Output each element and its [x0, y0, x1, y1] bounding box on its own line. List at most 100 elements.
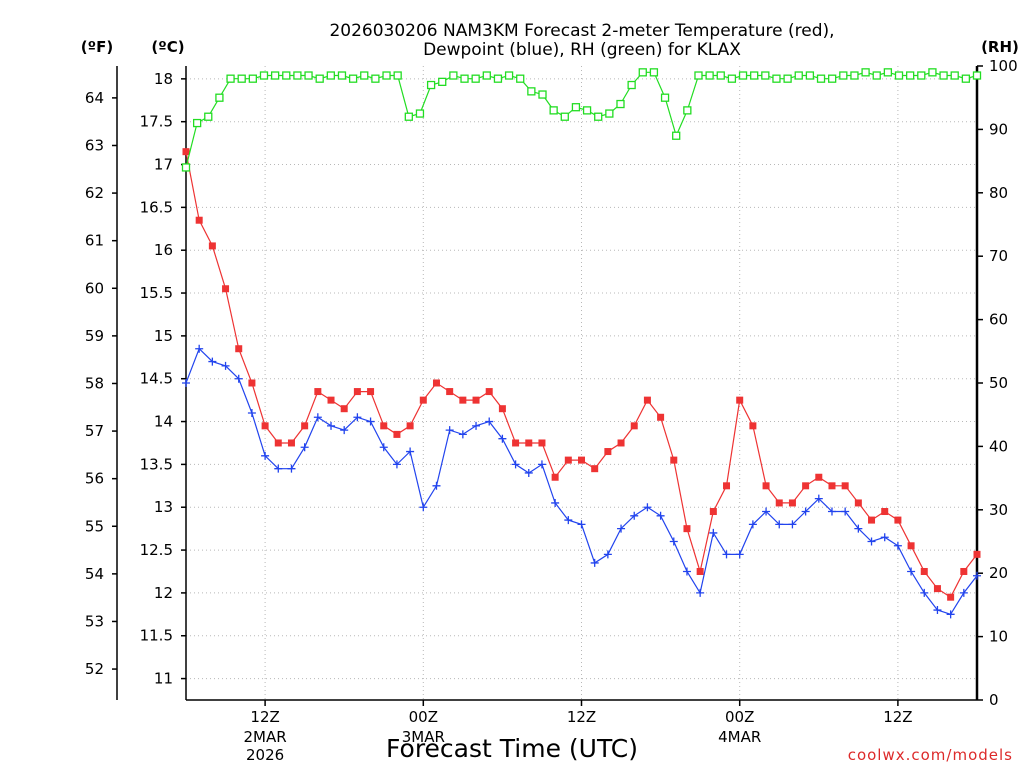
temperature-point	[683, 525, 691, 533]
temperature-point	[591, 465, 599, 473]
rh-tick-label: 0	[989, 691, 999, 709]
temperature-point	[670, 456, 678, 464]
dewpoint-point	[959, 588, 968, 597]
rh-point	[672, 131, 681, 140]
temperature-point	[907, 542, 915, 550]
dewpoint-point	[827, 507, 836, 516]
temperature-point	[419, 396, 427, 404]
dewpoint-point	[696, 588, 705, 597]
series-rh	[181, 68, 982, 172]
dewpoint-point	[485, 417, 494, 426]
dewpoint-point	[564, 516, 573, 525]
dewpoint-point	[748, 520, 757, 529]
rh-point	[192, 118, 202, 128]
dewpoint-point	[234, 374, 243, 383]
temperature-point	[762, 482, 770, 490]
rh-point	[527, 87, 536, 96]
celsius-tick-label: 13.5	[140, 455, 173, 473]
fahrenheit-tick-label: 55	[85, 517, 104, 535]
dewpoint-point	[313, 413, 322, 422]
dewpoint-point	[287, 464, 296, 473]
celsius-tick-label: 16	[154, 241, 173, 259]
rh-point	[571, 103, 581, 112]
rh-point	[460, 74, 469, 83]
rh-point	[337, 71, 347, 80]
dewpoint-point	[841, 507, 850, 516]
dewpoint-point	[630, 511, 639, 520]
temperature-point	[564, 456, 572, 464]
rh-point	[716, 71, 725, 80]
rh-point	[850, 71, 859, 80]
x-tick-label: 00Z	[409, 708, 438, 726]
temperature-point	[380, 422, 388, 430]
temperature-point	[340, 405, 348, 413]
rh-point	[627, 80, 636, 90]
dewpoint-point	[247, 408, 256, 417]
rh-point	[304, 71, 313, 80]
rh-point	[683, 106, 692, 115]
temperature-point	[578, 456, 585, 464]
dewpoint-point	[327, 421, 336, 430]
temperature-point	[512, 439, 520, 447]
temperature-point	[314, 388, 322, 396]
x-tick-label: 12Z	[567, 708, 596, 726]
data-series	[181, 68, 982, 619]
rh-point	[382, 71, 391, 80]
rh-point	[259, 71, 269, 80]
rh-point	[404, 112, 413, 121]
rh-point	[816, 74, 826, 83]
x-tick-label: 12Z	[883, 708, 912, 726]
x-tick-date-label: 3MAR	[402, 728, 445, 746]
temperature-point	[485, 388, 493, 396]
temperature-point	[630, 422, 638, 430]
celsius-tick-label: 15	[154, 327, 173, 345]
temperature-point	[973, 550, 981, 558]
rh-point	[705, 71, 714, 80]
chart-axes	[116, 66, 979, 701]
rh-tick-label: 70	[989, 247, 1008, 265]
temperature-point	[881, 508, 889, 516]
temperature-point	[222, 285, 230, 293]
dewpoint-point	[801, 507, 810, 516]
dewpoint-point	[353, 413, 362, 422]
rh-point	[393, 71, 402, 80]
rh-point	[482, 71, 491, 80]
dewpoint-point	[577, 520, 586, 529]
temperature-point	[723, 482, 731, 490]
rh-point	[761, 71, 770, 80]
temperature-point	[525, 439, 533, 447]
credit-text: coolwx.com/models	[848, 746, 1013, 764]
temperature-point	[920, 567, 928, 575]
dewpoint-point	[432, 481, 441, 490]
rh-point	[415, 109, 425, 118]
rh-point	[471, 74, 480, 83]
dewpoint-point	[366, 417, 375, 426]
dewpoint-point	[814, 494, 823, 503]
temperature-point	[182, 148, 190, 156]
rh-point	[649, 68, 659, 77]
rh-point	[828, 74, 837, 83]
rh-point	[493, 74, 503, 83]
dewpoint-point	[406, 447, 415, 456]
celsius-tick-label: 11.5	[140, 627, 173, 645]
gridlines	[186, 66, 977, 700]
temperature-point	[868, 516, 876, 524]
celsius-tick-label: 17	[154, 156, 173, 174]
temperature-point	[709, 508, 717, 516]
dewpoint-point	[722, 550, 731, 559]
temperature-point	[551, 473, 559, 481]
dewpoint-point	[617, 524, 626, 533]
dewpoint-point	[458, 430, 467, 439]
fahrenheit-tick-label: 56	[85, 470, 104, 488]
dewpoint-point	[195, 344, 204, 353]
temperature-point	[208, 242, 216, 250]
dewpoint-point	[551, 498, 560, 507]
rh-point	[638, 68, 647, 77]
dewpoint-point	[907, 567, 916, 576]
rh-point	[538, 90, 547, 99]
dewpoint-point	[590, 558, 599, 567]
temperature-point	[538, 439, 546, 447]
series-temperature	[182, 148, 981, 601]
rh-point	[972, 71, 982, 80]
